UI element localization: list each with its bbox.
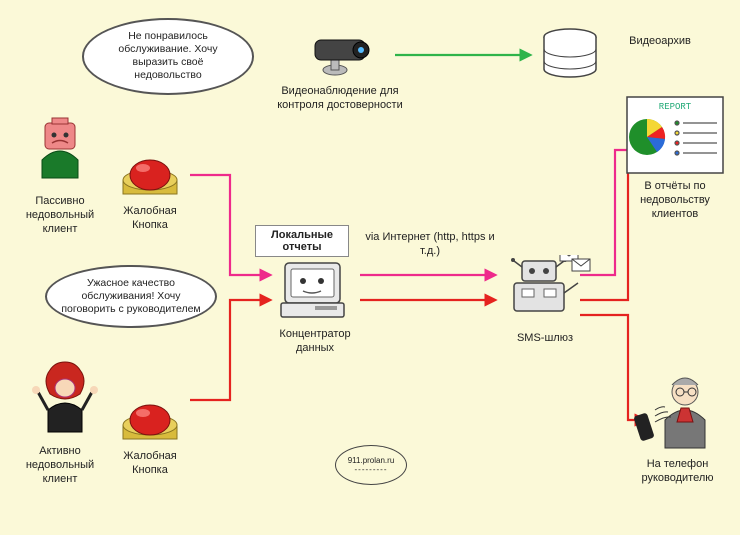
speech-active: Ужасное качество обслуживания! Хочу пого… xyxy=(45,265,217,328)
data-hub-label: Концентратор данных xyxy=(260,328,370,356)
cctv xyxy=(295,30,395,90)
cctv-icon xyxy=(295,30,395,85)
sms-robot-icon xyxy=(500,255,600,330)
report-label: В отчёты по недовольству клиентов xyxy=(625,180,725,221)
report-title-text: REPORT xyxy=(659,102,692,112)
url-badge-text: 911.prolan.ru xyxy=(348,456,395,465)
active-client-icon xyxy=(30,360,100,440)
complaint-button-icon xyxy=(115,395,185,450)
passive-client-label: Пассивно недовольный клиент xyxy=(18,195,102,236)
cctv-label: Видеонаблюдение для контроля достовернос… xyxy=(270,85,410,113)
manager xyxy=(625,370,725,460)
archive-icon xyxy=(535,25,605,85)
complaint-button-1 xyxy=(115,150,185,210)
speech-passive-text: Не понравилось обслуживание. Хочу вырази… xyxy=(118,30,217,81)
url-badge: 911.prolan.ru --------- xyxy=(335,445,407,485)
complaint-button-1-label: Жалобная Кнопка xyxy=(118,205,182,233)
active-client xyxy=(30,360,100,445)
data-hub-icon xyxy=(275,255,355,325)
sms-label: SMS-шлюз xyxy=(500,332,590,346)
sms-gateway xyxy=(500,255,600,335)
passive-client-icon xyxy=(30,115,90,185)
flow-arrow xyxy=(190,300,270,400)
complaint-button-2 xyxy=(115,395,185,455)
manager-icon xyxy=(625,370,725,455)
complaint-button-2-label: Жалобная Кнопка xyxy=(118,450,182,478)
report-doc: REPORT xyxy=(625,95,725,180)
video-archive xyxy=(535,25,605,90)
complaint-button-icon xyxy=(115,150,185,205)
url-badge-dashes: --------- xyxy=(355,465,388,474)
archive-label: Видеоархив xyxy=(615,35,705,49)
report-icon: REPORT xyxy=(625,95,725,175)
local-reports-label: Локальные отчеты xyxy=(255,225,349,257)
manager-label: На телефон руководителю xyxy=(630,458,725,486)
active-client-label: Активно недовольный клиент xyxy=(18,445,102,486)
speech-passive: Не понравилось обслуживание. Хочу вырази… xyxy=(82,18,254,95)
passive-client xyxy=(30,115,90,190)
via-internet-label: via Интернет (http, https и т.д.) xyxy=(365,231,495,259)
data-hub xyxy=(275,255,355,330)
speech-active-text: Ужасное качество обслуживания! Хочу пого… xyxy=(61,277,200,315)
